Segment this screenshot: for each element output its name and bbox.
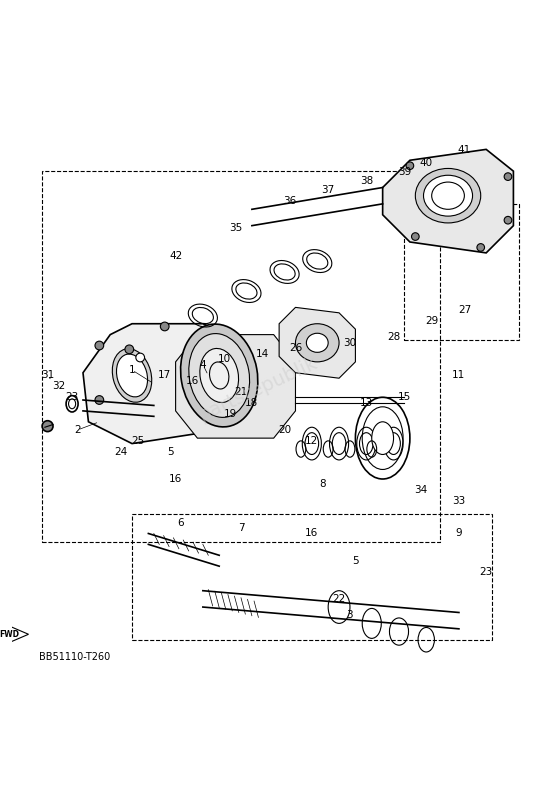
Text: 8: 8 [319, 479, 326, 490]
Ellipse shape [189, 334, 250, 418]
Text: 42: 42 [169, 250, 182, 261]
Text: 14: 14 [256, 349, 270, 358]
Ellipse shape [113, 349, 152, 402]
Ellipse shape [306, 334, 328, 352]
Circle shape [42, 421, 53, 432]
Text: 29: 29 [425, 316, 438, 326]
Circle shape [504, 216, 512, 224]
Polygon shape [83, 324, 263, 443]
Ellipse shape [372, 422, 394, 454]
Text: 30: 30 [344, 338, 356, 348]
Text: 24: 24 [115, 446, 128, 457]
Text: 32: 32 [52, 382, 65, 391]
Text: 26: 26 [289, 343, 302, 354]
Polygon shape [175, 334, 295, 438]
Text: 16: 16 [169, 474, 182, 484]
Text: 23: 23 [66, 392, 79, 402]
Text: 25: 25 [131, 436, 144, 446]
Circle shape [242, 358, 251, 366]
Text: 20: 20 [278, 425, 291, 435]
Text: 16: 16 [305, 529, 319, 538]
Bar [132, 514, 492, 640]
Polygon shape [279, 307, 355, 378]
Text: 18: 18 [245, 398, 258, 408]
Circle shape [504, 173, 512, 181]
Text: 17: 17 [158, 370, 172, 381]
Text: 1: 1 [129, 365, 135, 375]
Ellipse shape [423, 175, 472, 216]
Text: 31: 31 [41, 370, 54, 381]
Text: BB51110-T260: BB51110-T260 [40, 651, 111, 662]
Text: 33: 33 [452, 496, 466, 506]
Circle shape [406, 162, 414, 170]
Text: 2: 2 [74, 425, 81, 435]
Text: 21: 21 [234, 387, 248, 397]
Text: 11: 11 [452, 370, 466, 381]
Ellipse shape [236, 283, 257, 299]
Text: 15: 15 [398, 392, 411, 402]
Ellipse shape [305, 433, 319, 454]
Text: 12: 12 [305, 436, 319, 446]
Circle shape [95, 341, 104, 350]
Text: 3: 3 [346, 610, 353, 620]
Bar [404, 204, 519, 340]
Text: 41: 41 [458, 146, 471, 155]
Circle shape [412, 233, 419, 240]
Circle shape [215, 330, 223, 339]
Text: 16: 16 [185, 376, 199, 386]
Text: 35: 35 [229, 223, 242, 234]
Ellipse shape [416, 169, 481, 223]
Circle shape [160, 322, 169, 331]
Circle shape [95, 396, 104, 404]
Text: 37: 37 [321, 186, 335, 195]
Ellipse shape [180, 324, 258, 427]
Polygon shape [383, 150, 514, 253]
Text: partsrepublik: partsrepublik [195, 354, 320, 425]
Text: 13: 13 [360, 398, 373, 408]
Text: 34: 34 [414, 485, 427, 495]
Text: 40: 40 [419, 158, 433, 168]
Text: 22: 22 [333, 594, 346, 604]
Ellipse shape [295, 324, 339, 362]
Text: 39: 39 [398, 167, 411, 178]
Bar [42, 171, 440, 542]
Text: 38: 38 [360, 176, 373, 186]
Text: 23: 23 [480, 566, 493, 577]
Text: 4: 4 [199, 359, 206, 370]
Circle shape [136, 353, 145, 362]
Ellipse shape [359, 433, 373, 454]
Text: 5: 5 [352, 556, 359, 566]
Ellipse shape [387, 433, 400, 454]
Text: 10: 10 [218, 354, 231, 364]
Circle shape [125, 345, 134, 354]
Ellipse shape [274, 264, 295, 280]
Text: 9: 9 [456, 529, 462, 538]
Ellipse shape [333, 433, 346, 454]
Text: 27: 27 [458, 305, 471, 315]
Text: 19: 19 [223, 409, 237, 418]
Text: FWD: FWD [0, 630, 19, 638]
Circle shape [477, 244, 485, 251]
Polygon shape [0, 626, 28, 642]
Ellipse shape [307, 253, 328, 269]
Ellipse shape [200, 349, 238, 402]
Text: 7: 7 [238, 523, 245, 533]
Ellipse shape [192, 307, 213, 324]
Text: 28: 28 [387, 332, 400, 342]
Ellipse shape [69, 399, 76, 409]
Text: 5: 5 [167, 446, 173, 457]
Ellipse shape [116, 354, 148, 397]
Text: 36: 36 [284, 196, 297, 206]
Text: 6: 6 [178, 518, 184, 527]
